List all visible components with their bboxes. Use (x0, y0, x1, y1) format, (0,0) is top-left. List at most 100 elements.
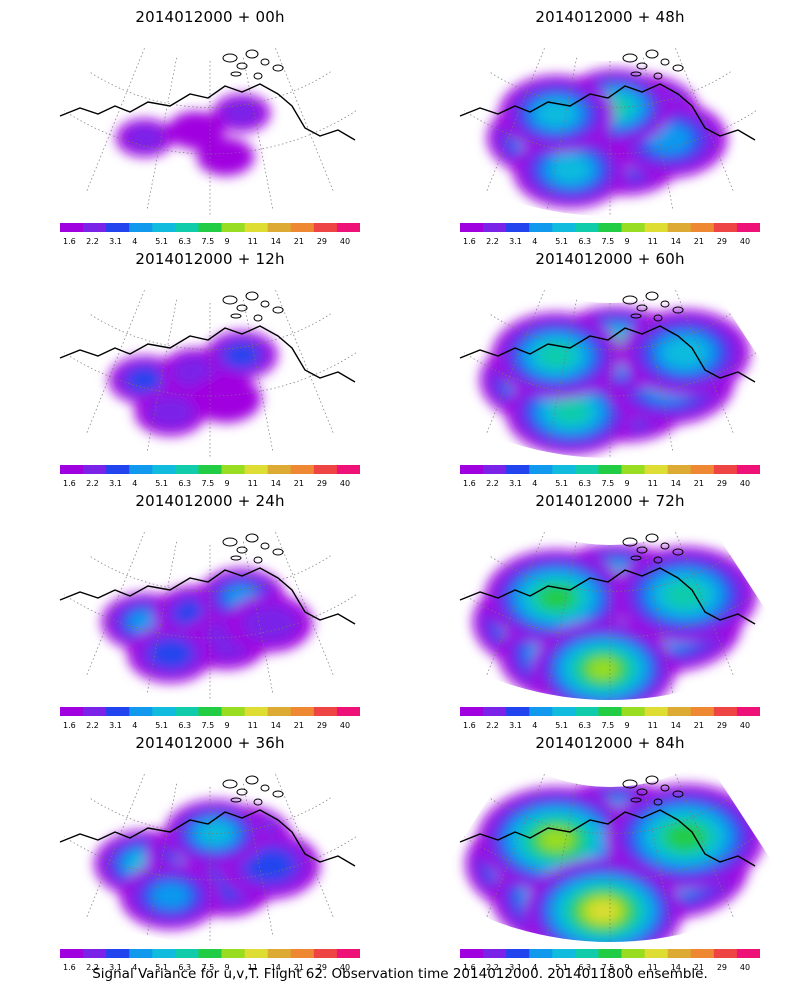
colorbar-swatch (60, 223, 84, 232)
colorbar-swatch (690, 465, 715, 474)
arctic-islands (222, 291, 284, 322)
panel-title: 2014012000 + 24h (135, 492, 285, 510)
colorbar-label: 7.5 (201, 963, 214, 972)
arctic-islands (622, 775, 684, 806)
colorbar-label: 4 (132, 721, 137, 730)
colorbar-swatch (644, 223, 669, 232)
colorbar-label: 9 (225, 237, 230, 246)
colorbar-label: 14 (271, 963, 281, 972)
colorbar-swatch (667, 223, 692, 232)
colorbar-swatch (60, 949, 84, 958)
colorbar-swatch (506, 707, 530, 716)
map-panel: 2014012000 + 00h 1.6 2.2 3.1 4 5.1 6.3 7.5 9 11 14… (20, 8, 400, 253)
colorbar-label: 11 (648, 479, 658, 488)
colorbar-label: 21 (694, 479, 704, 488)
colorbar-swatch (644, 465, 669, 474)
colorbar-swatch (667, 949, 692, 958)
colorbar-label: 7.5 (601, 479, 614, 488)
coastline (459, 325, 756, 383)
colorbar-label: 29 (717, 963, 727, 972)
colorbar-swatch (129, 949, 153, 958)
colorbar-label: 21 (294, 721, 304, 730)
colorbar-label: 11 (248, 721, 258, 730)
variance-field (115, 93, 271, 176)
colorbar-label: 1.6 (63, 963, 76, 972)
colorbar-label: 29 (717, 721, 727, 730)
colorbar-swatch (221, 465, 246, 474)
colorbar-label: 4 (532, 479, 537, 488)
colorbar-label: 4 (532, 721, 537, 730)
colorbar-label: 1.6 (63, 237, 76, 246)
colorbar-swatch (106, 223, 130, 232)
colorbar-swatch (621, 223, 646, 232)
colorbar-swatch (667, 707, 692, 716)
colorbar-label: 14 (671, 479, 681, 488)
colorbar-label: 29 (717, 237, 727, 246)
colorbar-label: 5.1 (155, 479, 168, 488)
colorbar-swatch (598, 223, 623, 232)
arctic-islands (622, 291, 684, 322)
colorbar-label: 21 (694, 963, 704, 972)
colorbar-label: 4 (132, 237, 137, 246)
colorbar-label: 4 (132, 963, 137, 972)
colorbar-label: 1.6 (463, 479, 476, 488)
arctic-islands (222, 533, 284, 564)
variance-field (101, 568, 313, 683)
colorbar-swatch (83, 707, 107, 716)
colorbar-swatch (290, 465, 315, 474)
colorbar-swatch (313, 223, 338, 232)
colorbar-swatch (267, 707, 292, 716)
map-panel: 2014012000 + 84h 1.6 2.2 3.1 4 5.1 6.3 7.5 9 11 14… (420, 734, 800, 979)
variance-map (430, 520, 790, 700)
colorbar-swatch (129, 707, 153, 716)
colorbar-label: 5.1 (555, 963, 568, 972)
colorbar-label: 5.1 (155, 963, 168, 972)
colorbar: 1.6 2.2 3.1 4 5.1 6.3 7.5 9 11 14 21 29 40 (460, 465, 760, 488)
colorbar-label: 29 (317, 721, 327, 730)
map-panel: 2014012000 + 60h 1.6 2.2 3.1 4 5.1 6.3 7.5 9 11 14… (420, 250, 800, 495)
colorbar-swatch (483, 949, 507, 958)
graticule (63, 290, 357, 458)
variance-field (108, 331, 278, 436)
colorbar-swatch (221, 707, 246, 716)
coastline (459, 567, 756, 625)
colorbar-label: 7.5 (201, 479, 214, 488)
colorbar-swatch (336, 949, 360, 958)
colorbar-swatch (713, 465, 738, 474)
figure-caption: Signal Variance for u,v,T. Flight 62. Ob… (92, 966, 708, 982)
colorbar-label: 11 (648, 721, 658, 730)
colorbar-swatch (621, 949, 646, 958)
colorbar-swatch (198, 223, 223, 232)
colorbar-label: 40 (340, 479, 350, 488)
colorbar-swatch (129, 465, 153, 474)
colorbar-label: 14 (271, 721, 281, 730)
panel-title: 2014012000 + 48h (535, 8, 685, 26)
colorbar-swatch (336, 465, 360, 474)
colorbar-label: 40 (740, 479, 750, 488)
colorbar-swatch (736, 949, 760, 958)
colorbar-swatch (198, 465, 223, 474)
colorbar-label: 29 (317, 479, 327, 488)
colorbar-label: 2.2 (486, 963, 499, 972)
colorbar-swatch (529, 949, 553, 958)
colorbar-label: 3.1 (509, 479, 522, 488)
colorbar-label: 2.2 (86, 237, 99, 246)
colorbar-swatch (175, 465, 199, 474)
colorbar-swatch (290, 707, 315, 716)
panel-title: 2014012000 + 84h (535, 734, 685, 752)
colorbar-swatch (690, 949, 715, 958)
panel-title: 2014012000 + 60h (535, 250, 685, 268)
colorbar-swatch (575, 465, 599, 474)
colorbar-label: 40 (740, 721, 750, 730)
variance-map (430, 762, 790, 942)
colorbar-label: 3.1 (509, 721, 522, 730)
colorbar-swatch (575, 707, 599, 716)
map-panel: 2014012000 + 36h 1.6 2.2 3.1 4 5.1 6.3 7.5 9 11 14… (20, 734, 400, 979)
colorbar-swatch (575, 949, 599, 958)
colorbar-swatch (83, 223, 107, 232)
colorbar-swatch (244, 223, 269, 232)
colorbar-label: 3.1 (109, 963, 122, 972)
colorbar-swatch (483, 465, 507, 474)
colorbar-swatch (736, 223, 760, 232)
coastline (59, 83, 356, 141)
